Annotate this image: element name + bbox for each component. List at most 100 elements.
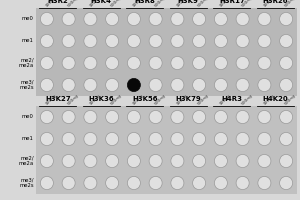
Circle shape (236, 132, 249, 146)
Circle shape (149, 176, 162, 190)
Circle shape (280, 56, 293, 70)
Text: me3/
me2s: me3/ me2s (19, 80, 34, 90)
Circle shape (214, 56, 227, 70)
Text: 100ng: 100ng (132, 93, 144, 106)
Text: 100ng: 100ng (262, 0, 275, 8)
Circle shape (193, 176, 206, 190)
Text: 100ng: 100ng (175, 0, 188, 8)
Text: H3K27: H3K27 (45, 96, 70, 102)
Circle shape (214, 12, 227, 26)
Circle shape (40, 176, 53, 190)
Text: me1: me1 (22, 136, 34, 142)
Circle shape (62, 56, 75, 70)
Circle shape (106, 56, 119, 70)
Circle shape (258, 176, 271, 190)
Circle shape (62, 78, 75, 92)
Circle shape (84, 176, 97, 190)
Text: me2/
me2a: me2/ me2a (19, 58, 34, 68)
Text: 500ng: 500ng (153, 0, 166, 8)
Text: H3K79: H3K79 (176, 96, 201, 102)
Text: 500ng: 500ng (241, 93, 253, 106)
Circle shape (149, 12, 162, 26)
Circle shape (40, 78, 53, 92)
Circle shape (127, 176, 140, 190)
Text: me1: me1 (22, 38, 34, 44)
Text: 500ng: 500ng (110, 93, 123, 106)
Text: 100ng: 100ng (45, 0, 57, 8)
Circle shape (62, 12, 75, 26)
Circle shape (62, 154, 75, 168)
Circle shape (127, 56, 140, 70)
Circle shape (171, 110, 184, 124)
Circle shape (280, 12, 293, 26)
Circle shape (171, 132, 184, 146)
Circle shape (280, 110, 293, 124)
Circle shape (106, 176, 119, 190)
Circle shape (193, 132, 206, 146)
Circle shape (280, 78, 293, 92)
Text: 100ng: 100ng (132, 0, 144, 8)
Text: 500ng: 500ng (284, 0, 297, 8)
Circle shape (106, 132, 119, 146)
Text: me0: me0 (22, 114, 34, 119)
Circle shape (236, 176, 249, 190)
Circle shape (236, 78, 249, 92)
Text: 500ng: 500ng (284, 93, 297, 106)
Circle shape (149, 132, 162, 146)
Text: 100ng: 100ng (219, 93, 231, 106)
Text: 500ng: 500ng (67, 93, 79, 106)
Text: 500ng: 500ng (241, 0, 253, 8)
Circle shape (127, 12, 140, 26)
Circle shape (236, 12, 249, 26)
Circle shape (214, 34, 227, 48)
Circle shape (149, 110, 162, 124)
Circle shape (171, 154, 184, 168)
Text: me3/
me2s: me3/ me2s (19, 178, 34, 188)
Circle shape (106, 154, 119, 168)
Circle shape (127, 154, 140, 168)
Circle shape (258, 132, 271, 146)
Text: H3K9: H3K9 (178, 0, 199, 4)
Text: me0: me0 (22, 17, 34, 21)
Circle shape (149, 154, 162, 168)
Text: 100ng: 100ng (219, 0, 231, 8)
Circle shape (258, 78, 271, 92)
Text: 500ng: 500ng (197, 93, 210, 106)
Circle shape (193, 56, 206, 70)
Text: 100ng: 100ng (262, 93, 275, 106)
Circle shape (84, 110, 97, 124)
Text: 100ng: 100ng (88, 93, 101, 106)
Circle shape (236, 56, 249, 70)
Circle shape (236, 34, 249, 48)
Circle shape (40, 12, 53, 26)
Circle shape (193, 78, 206, 92)
Circle shape (40, 132, 53, 146)
Circle shape (280, 132, 293, 146)
Circle shape (258, 56, 271, 70)
Circle shape (236, 110, 249, 124)
Circle shape (171, 56, 184, 70)
Circle shape (193, 154, 206, 168)
Text: H3K4: H3K4 (91, 0, 112, 4)
Circle shape (280, 176, 293, 190)
Circle shape (84, 78, 97, 92)
Text: H3K36: H3K36 (88, 96, 114, 102)
Circle shape (84, 154, 97, 168)
Circle shape (171, 176, 184, 190)
Circle shape (84, 56, 97, 70)
Text: 500ng: 500ng (197, 0, 210, 8)
Text: 500ng: 500ng (67, 0, 79, 8)
Circle shape (258, 110, 271, 124)
Text: H4K20: H4K20 (262, 96, 288, 102)
Circle shape (258, 154, 271, 168)
Circle shape (62, 34, 75, 48)
Circle shape (40, 34, 53, 48)
Circle shape (193, 110, 206, 124)
Text: me2/
me2a: me2/ me2a (19, 156, 34, 166)
Circle shape (40, 154, 53, 168)
Circle shape (149, 78, 162, 92)
Circle shape (193, 34, 206, 48)
Text: 100ng: 100ng (88, 0, 101, 8)
Circle shape (214, 110, 227, 124)
Circle shape (106, 110, 119, 124)
